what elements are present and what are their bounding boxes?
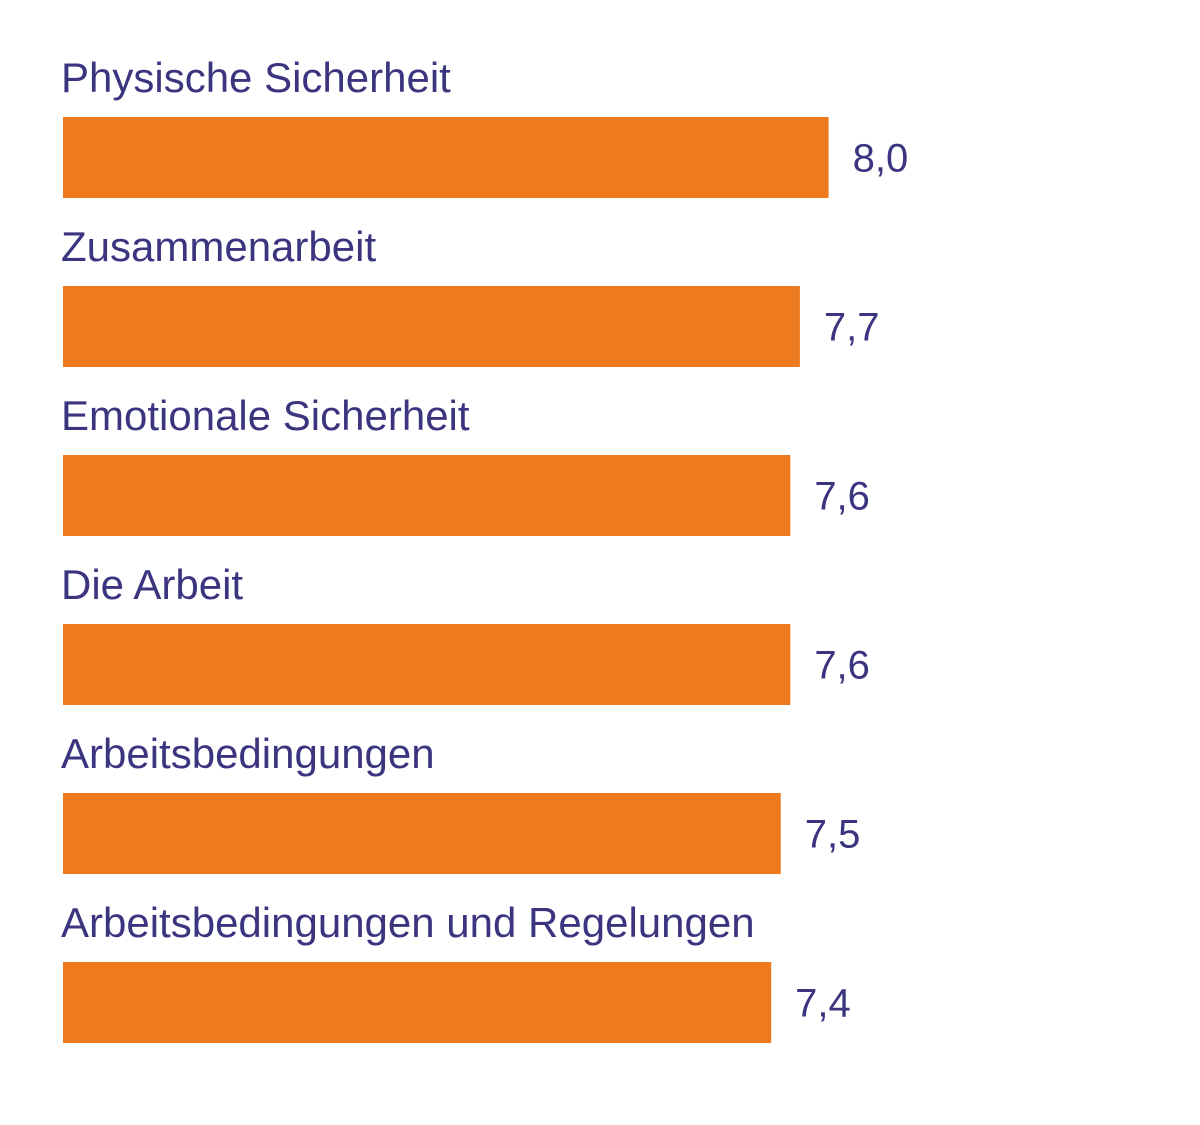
category-label: Die Arbeit — [61, 561, 243, 608]
value-label: 7,5 — [805, 813, 861, 857]
bar — [63, 286, 800, 367]
value-label: 7,7 — [824, 306, 880, 350]
bar — [63, 624, 791, 705]
bar — [63, 455, 791, 536]
bar — [63, 117, 829, 198]
category-label: Zusammenarbeit — [61, 223, 376, 270]
category-label: Arbeitsbedingungen — [61, 730, 435, 777]
value-label: 7,6 — [814, 644, 870, 688]
category-label: Emotionale Sicherheit — [61, 392, 470, 439]
value-label: 7,4 — [795, 982, 851, 1026]
bar — [63, 793, 781, 874]
value-label: 8,0 — [853, 137, 909, 181]
value-label: 7,6 — [814, 475, 870, 519]
category-label: Physische Sicherheit — [61, 54, 451, 101]
bar — [63, 962, 772, 1043]
category-label: Arbeitsbedingungen und Regelungen — [61, 899, 755, 946]
